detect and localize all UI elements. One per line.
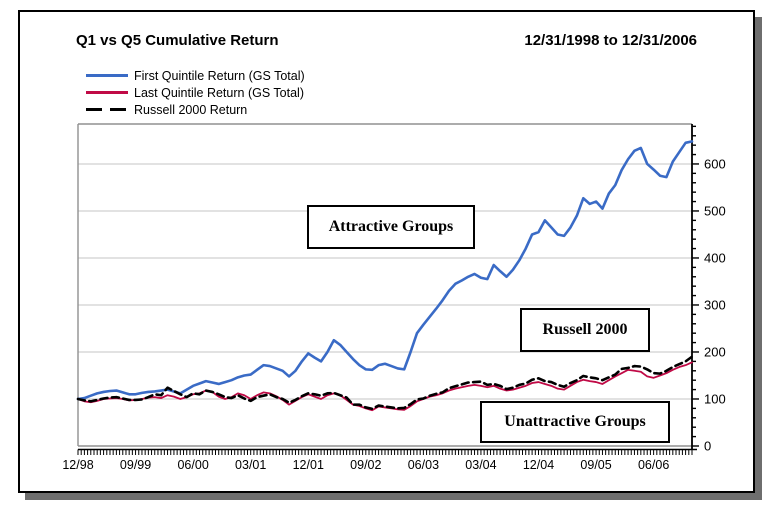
svg-text:300: 300 xyxy=(704,297,726,312)
annotation-russell-2000: Russell 2000 xyxy=(520,308,650,352)
svg-text:06/03: 06/03 xyxy=(408,458,439,472)
legend-item-russell-2000: Russell 2000 Return xyxy=(86,101,305,118)
svg-text:12/01: 12/01 xyxy=(293,458,324,472)
legend-item-first-quintile: First Quintile Return (GS Total) xyxy=(86,67,305,84)
svg-text:500: 500 xyxy=(704,203,726,218)
svg-text:0: 0 xyxy=(704,439,711,454)
svg-text:09/02: 09/02 xyxy=(350,458,381,472)
chart-date-range: 12/31/1998 to 12/31/2006 xyxy=(524,32,697,49)
svg-text:400: 400 xyxy=(704,250,726,265)
svg-text:06/00: 06/00 xyxy=(177,458,208,472)
svg-text:06/06: 06/06 xyxy=(638,458,669,472)
chart-title: Q1 vs Q5 Cumulative Return xyxy=(76,32,279,49)
legend-line-swatch-black-dashed xyxy=(86,108,128,111)
legend-line-swatch-blue xyxy=(86,74,128,77)
chart-card: Q1 vs Q5 Cumulative Return 12/31/1998 to… xyxy=(18,10,755,493)
svg-text:100: 100 xyxy=(704,391,726,406)
annotation-unattractive-groups: Unattractive Groups xyxy=(480,401,670,443)
legend-label: Russell 2000 Return xyxy=(134,102,248,117)
svg-text:09/05: 09/05 xyxy=(580,458,611,472)
legend-line-swatch-red xyxy=(86,91,128,94)
svg-text:03/01: 03/01 xyxy=(235,458,266,472)
svg-text:03/04: 03/04 xyxy=(465,458,496,472)
svg-text:09/99: 09/99 xyxy=(120,458,151,472)
chart-legend: First Quintile Return (GS Total) Last Qu… xyxy=(86,67,305,118)
legend-label: First Quintile Return (GS Total) xyxy=(134,68,305,83)
legend-label: Last Quintile Return (GS Total) xyxy=(134,85,304,100)
svg-text:600: 600 xyxy=(704,156,726,171)
annotation-attractive-groups: Attractive Groups xyxy=(307,205,475,249)
legend-item-last-quintile: Last Quintile Return (GS Total) xyxy=(86,84,305,101)
svg-text:200: 200 xyxy=(704,344,726,359)
svg-text:12/04: 12/04 xyxy=(523,458,554,472)
svg-text:12/98: 12/98 xyxy=(62,458,93,472)
